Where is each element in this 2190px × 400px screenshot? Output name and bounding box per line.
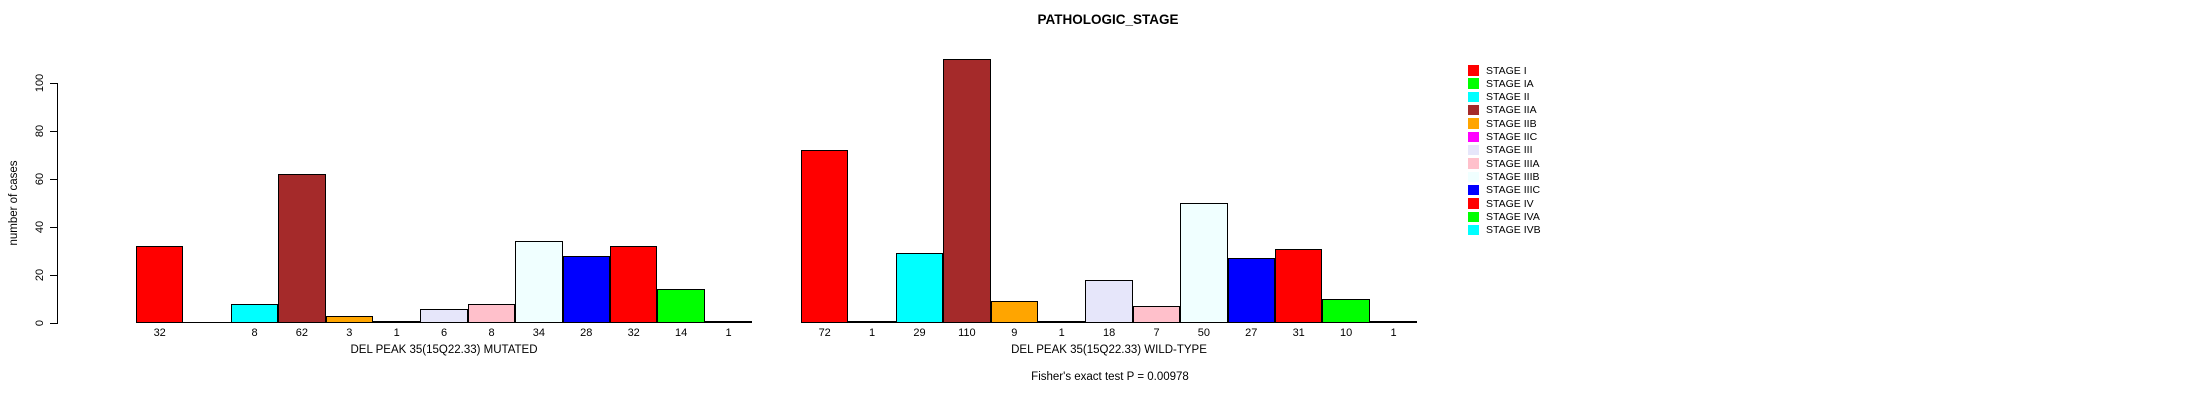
- legend-swatch-stage-iic: [1468, 131, 1479, 143]
- legend-label-stage-iia: STAGE IIA: [1486, 104, 1537, 117]
- legend-label-stage-iii: STAGE III: [1486, 144, 1533, 157]
- bar-wild-type-stage-iva: [1322, 299, 1370, 323]
- legend-label-stage-iib: STAGE IIB: [1486, 117, 1537, 130]
- bar-value-label: 72: [818, 327, 831, 339]
- fisher-test-annotation: Fisher's exact test P = 0.00978: [1031, 371, 1189, 383]
- bar-wild-type-stage-ia: [848, 320, 896, 323]
- y-tick-label: 80: [34, 124, 46, 138]
- bar-value-label: 62: [295, 327, 309, 339]
- legend-swatch-stage-iva: [1468, 211, 1479, 223]
- legend-label-stage-iiib: STAGE IIIB: [1486, 171, 1540, 184]
- bar-wild-type-stage-i: [801, 150, 849, 323]
- bar-value-label: 50: [1197, 327, 1211, 339]
- bar-mutated-stage-iiic: [562, 255, 610, 323]
- y-tick-mark: [50, 274, 57, 276]
- bar-value-label: 1: [725, 327, 732, 339]
- legend-swatch-stage-iiib: [1468, 171, 1479, 183]
- bar-mutated-stage-ii: [230, 303, 279, 323]
- bar-wild-type-stage-iiib: [1180, 203, 1228, 323]
- bar-value-label: 3: [346, 327, 353, 339]
- bar-value-label: 6: [441, 327, 448, 339]
- bar-wild-type-stage-ivb: [1369, 320, 1418, 323]
- bar-value-label: 110: [958, 327, 976, 339]
- bar-wild-type-stage-iib: [990, 301, 1038, 323]
- y-tick-mark: [50, 178, 57, 180]
- bar-value-label: 27: [1245, 327, 1258, 339]
- x-axis-label-wild-type: DEL PEAK 35(15Q22.33) WILD-TYPE: [1011, 344, 1207, 356]
- legend-swatch-stage-i: [1468, 65, 1479, 76]
- bar-wild-type-stage-iia: [943, 59, 991, 323]
- bar-wild-type-stage-ii: [895, 253, 944, 323]
- x-axis-label-mutated: DEL PEAK 35(15Q22.33) MUTATED: [350, 344, 538, 356]
- legend-swatch-stage-iib: [1468, 118, 1479, 129]
- y-tick-mark: [50, 226, 57, 228]
- y-axis-title: number of cases: [8, 160, 20, 246]
- legend-label-stage-ivb: STAGE IVB: [1486, 224, 1541, 237]
- y-tick-label: 0: [34, 319, 46, 327]
- chart-title: PATHOLOGIC_STAGE: [1037, 12, 1179, 27]
- bar-wild-type-stage-iiia: [1132, 306, 1181, 323]
- legend-label-stage-i: STAGE I: [1486, 64, 1527, 77]
- bar-value-label: 18: [1102, 327, 1116, 339]
- bar-mutated-stage-iv: [610, 246, 658, 323]
- bar-mutated-stage-iia: [278, 174, 326, 323]
- y-tick-mark: [50, 82, 57, 84]
- bar-mutated-stage-i: [136, 246, 184, 323]
- bar-mutated-stage-iva: [657, 289, 705, 323]
- bar-value-label: 9: [1011, 327, 1018, 339]
- legend-label-stage-iiic: STAGE IIIC: [1486, 184, 1541, 197]
- bar-value-label: 31: [1292, 327, 1305, 339]
- legend-label-stage-ii: STAGE II: [1486, 91, 1530, 104]
- bar-value-label: 1: [1390, 327, 1397, 339]
- bar-mutated-stage-iiib: [515, 241, 563, 323]
- bar-value-label: 29: [913, 327, 926, 339]
- bar-mutated-stage-ivb: [704, 320, 753, 323]
- y-tick-label: 20: [34, 268, 46, 282]
- bar-mutated-stage-iiia: [467, 303, 516, 323]
- bar-value-label: 32: [627, 327, 640, 339]
- legend-swatch-stage-ivb: [1468, 224, 1479, 236]
- bar-wild-type-stage-iii: [1085, 279, 1133, 323]
- legend-swatch-stage-iia: [1468, 104, 1479, 116]
- legend-label-stage-iiia: STAGE IIIA: [1486, 157, 1540, 170]
- y-axis-line: [57, 83, 58, 324]
- legend-swatch-stage-iiic: [1468, 184, 1479, 196]
- bar-mutated-stage-iii: [420, 308, 468, 323]
- bar-value-label: 1: [393, 327, 400, 339]
- bar-wild-type-stage-iv: [1275, 248, 1323, 323]
- bar-mutated-stage-iic: [373, 320, 421, 323]
- bar-value-label: 28: [580, 327, 593, 339]
- legend-swatch-stage-ia: [1468, 78, 1479, 89]
- bar-wild-type-stage-iiic: [1227, 258, 1275, 323]
- bar-mutated-stage-iib: [325, 315, 373, 323]
- bar-value-label: 32: [153, 327, 166, 339]
- bar-wild-type-stage-iic: [1038, 320, 1086, 323]
- bar-value-label: 34: [532, 327, 546, 339]
- legend-swatch-stage-ii: [1468, 91, 1479, 103]
- y-tick-mark: [50, 322, 57, 324]
- legend-label-stage-iv: STAGE IV: [1486, 197, 1534, 210]
- bar-value-label: 14: [674, 327, 688, 339]
- y-tick-label: 40: [34, 220, 46, 234]
- bar-value-label: 1: [1058, 327, 1065, 339]
- legend-label-stage-iva: STAGE IVA: [1486, 211, 1540, 224]
- legend-label-stage-iic: STAGE IIC: [1486, 131, 1538, 144]
- legend-swatch-stage-iv: [1468, 198, 1479, 209]
- bar-value-label: 8: [251, 327, 258, 339]
- y-tick-label: 60: [34, 172, 46, 186]
- y-tick-mark: [50, 130, 57, 132]
- y-tick-label: 100: [34, 73, 46, 93]
- bar-value-label: 10: [1339, 327, 1353, 339]
- bar-value-label: 7: [1153, 327, 1160, 339]
- bar-value-label: 8: [488, 327, 495, 339]
- legend-swatch-stage-iiia: [1468, 158, 1479, 169]
- bar-mutated-stage-ia: [183, 322, 231, 323]
- bar-value-label: 1: [869, 327, 876, 339]
- legend-label-stage-ia: STAGE IA: [1486, 77, 1534, 90]
- legend-swatch-stage-iii: [1468, 144, 1479, 156]
